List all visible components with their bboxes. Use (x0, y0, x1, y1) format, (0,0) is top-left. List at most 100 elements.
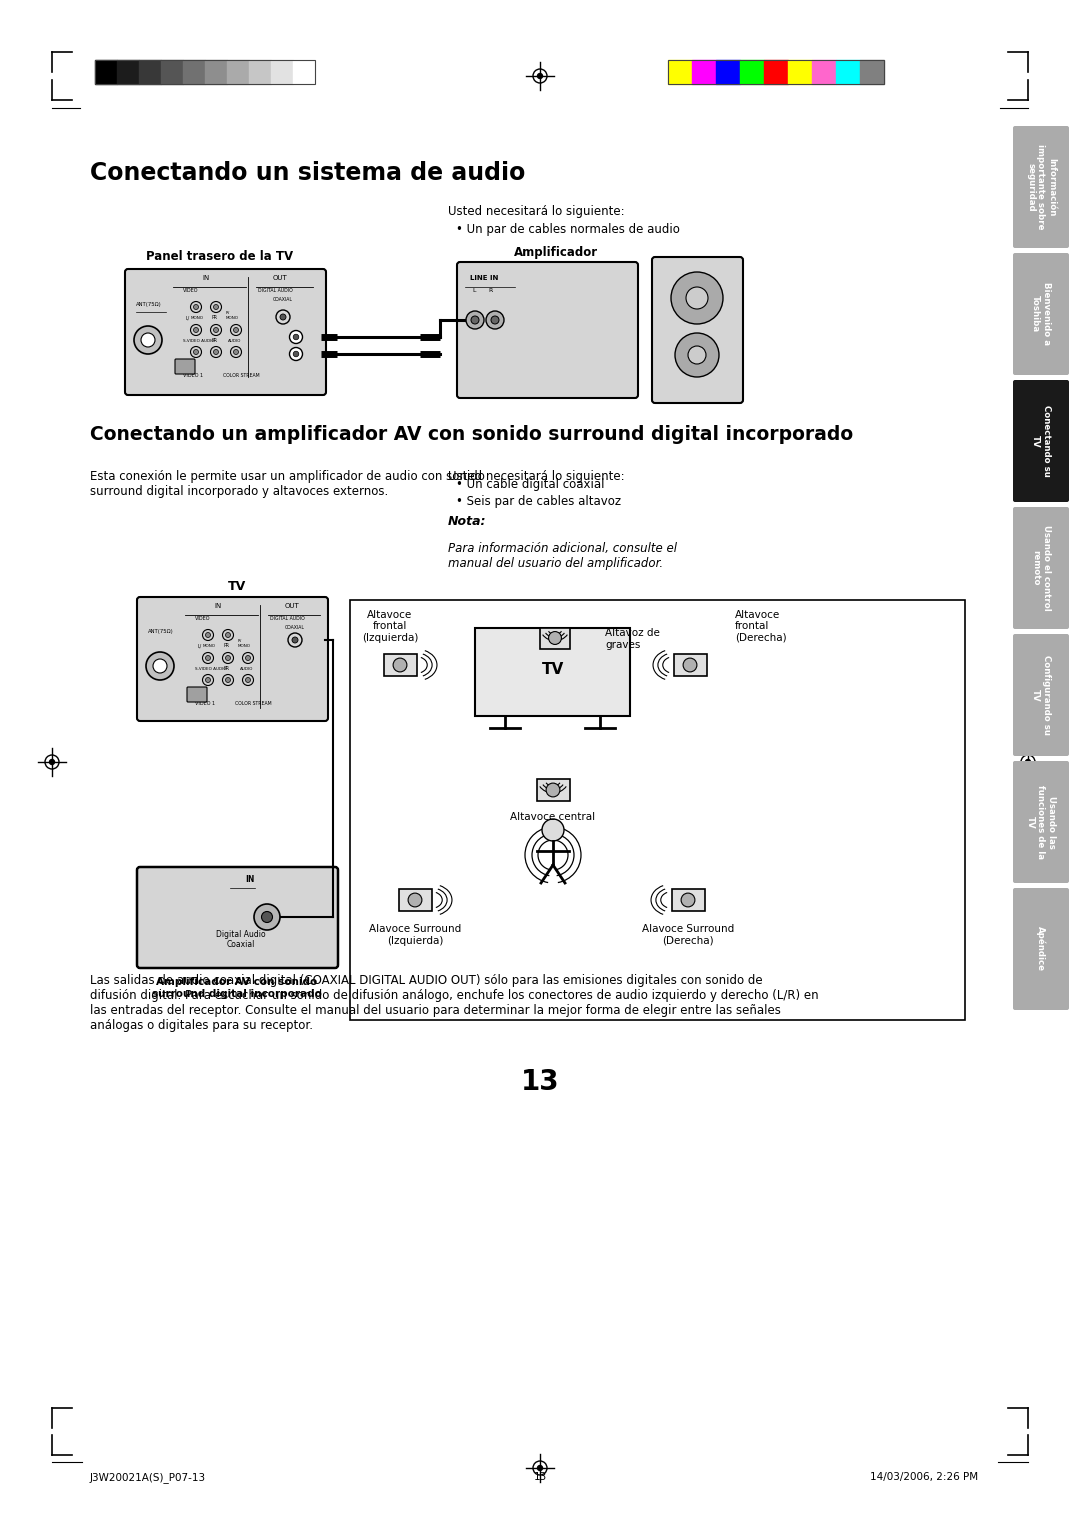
Text: COLOR STREAM: COLOR STREAM (235, 701, 272, 706)
Text: PR: PR (211, 338, 217, 343)
Circle shape (245, 678, 251, 683)
Text: R/
MONO: R/ MONO (226, 311, 239, 320)
Text: L: L (472, 288, 475, 292)
FancyBboxPatch shape (1013, 507, 1069, 629)
Circle shape (203, 629, 214, 640)
Text: IN: IN (214, 603, 221, 609)
Circle shape (245, 655, 251, 660)
FancyBboxPatch shape (652, 257, 743, 403)
Text: 13: 13 (534, 1471, 546, 1482)
Bar (117, 60, 139, 84)
Text: Altavoce
frontal
(Izquierda): Altavoce frontal (Izquierda) (362, 609, 418, 643)
Text: Las salidas de audio coaxial digital (COAXIAL DIGITAL AUDIO OUT) sólo para las e: Las salidas de audio coaxial digital (CO… (90, 974, 819, 1032)
Circle shape (681, 893, 694, 906)
Circle shape (1026, 759, 1030, 764)
Text: COLOR STREAM: COLOR STREAM (222, 374, 259, 378)
FancyBboxPatch shape (137, 597, 328, 721)
Circle shape (50, 759, 54, 764)
Text: PR: PR (224, 643, 230, 648)
Text: IN: IN (245, 876, 255, 883)
Bar (836, 60, 860, 84)
Text: OUT: OUT (272, 276, 287, 282)
FancyBboxPatch shape (383, 654, 417, 677)
Circle shape (293, 334, 299, 340)
Circle shape (486, 311, 504, 329)
Text: 14/03/2006, 2:26 PM: 14/03/2006, 2:26 PM (870, 1471, 978, 1482)
Circle shape (233, 349, 239, 355)
Circle shape (538, 73, 542, 78)
Bar (788, 60, 812, 84)
Text: TV: TV (541, 661, 564, 677)
Bar (716, 60, 740, 84)
Circle shape (538, 1465, 542, 1470)
Text: Panel trasero de la TV: Panel trasero de la TV (147, 250, 294, 263)
Circle shape (471, 315, 480, 325)
Circle shape (289, 348, 302, 360)
Circle shape (211, 346, 221, 358)
Bar (812, 60, 836, 84)
Circle shape (222, 675, 233, 686)
Text: VIDEO: VIDEO (183, 288, 199, 292)
Circle shape (214, 349, 218, 355)
Circle shape (408, 893, 422, 906)
Circle shape (288, 632, 302, 648)
Bar (271, 60, 293, 84)
Circle shape (542, 819, 564, 841)
Bar (183, 60, 205, 84)
Text: TV: TV (228, 580, 246, 592)
Circle shape (280, 314, 286, 320)
Text: Conectando un amplificador AV con sonido surround digital incorporado: Conectando un amplificador AV con sonido… (90, 426, 853, 444)
Bar (860, 60, 885, 84)
FancyBboxPatch shape (1013, 380, 1069, 502)
FancyBboxPatch shape (540, 628, 570, 649)
Text: VIDEO 1: VIDEO 1 (195, 701, 215, 706)
Text: COAXIAL: COAXIAL (273, 297, 293, 302)
Text: VIDEO 1: VIDEO 1 (183, 374, 203, 378)
Bar (692, 60, 716, 84)
Bar (764, 60, 788, 84)
Circle shape (261, 911, 272, 923)
Bar (205, 60, 227, 84)
Circle shape (675, 334, 719, 377)
Circle shape (205, 655, 211, 660)
Text: • Seis par de cables altavoz: • Seis par de cables altavoz (456, 495, 621, 508)
Bar (139, 60, 161, 84)
Text: Información
importante sobre
seguridad: Información importante sobre seguridad (1026, 144, 1056, 230)
Text: Configurando su
TV: Configurando su TV (1031, 655, 1051, 735)
Circle shape (214, 305, 218, 309)
FancyBboxPatch shape (175, 358, 195, 374)
FancyBboxPatch shape (672, 890, 704, 911)
FancyBboxPatch shape (1013, 888, 1069, 1010)
Text: S-VIDEO AUDIO: S-VIDEO AUDIO (183, 338, 215, 343)
Text: PR: PR (222, 666, 229, 671)
Text: Para información adicional, consulte el
manual del usuario del amplificador.: Para información adicional, consulte el … (448, 542, 677, 570)
Circle shape (465, 311, 484, 329)
Text: • Un cable digital coaxial: • Un cable digital coaxial (456, 478, 605, 491)
Circle shape (688, 346, 706, 364)
Circle shape (226, 655, 230, 660)
Text: Usando las
funciones de la
TV: Usando las funciones de la TV (1026, 785, 1056, 859)
Text: Bienvenido a
Toshiba: Bienvenido a Toshiba (1031, 283, 1051, 346)
Circle shape (243, 675, 254, 686)
Text: Alavoce Surround
(Izquierda): Alavoce Surround (Izquierda) (369, 925, 461, 946)
Circle shape (205, 678, 211, 683)
Text: MONO: MONO (203, 645, 216, 648)
Text: Esta conexión le permite usar un amplificador de audio con sonido
surround digit: Esta conexión le permite usar un amplifi… (90, 470, 485, 498)
Bar (669, 60, 692, 84)
Text: LINE IN: LINE IN (470, 276, 498, 282)
Circle shape (293, 351, 299, 357)
Text: Usted necesitará lo siguiente:: Usted necesitará lo siguiente: (448, 470, 624, 482)
Text: ANT(75Ω): ANT(75Ω) (136, 302, 162, 308)
Circle shape (203, 652, 214, 663)
Text: VIDEO: VIDEO (195, 615, 211, 622)
Circle shape (226, 632, 230, 637)
FancyBboxPatch shape (1013, 634, 1069, 756)
Text: Altavoz de
graves: Altavoz de graves (605, 628, 660, 649)
Bar (350, 600, 966, 1020)
Text: DIGITAL AUDIO: DIGITAL AUDIO (258, 288, 293, 292)
Circle shape (190, 325, 202, 335)
Text: AUDIO: AUDIO (228, 338, 241, 343)
Circle shape (289, 331, 302, 343)
Text: Amplificador AV con sonido
surround digital incorporado: Amplificador AV con sonido surround digi… (152, 977, 322, 998)
Circle shape (243, 652, 254, 663)
